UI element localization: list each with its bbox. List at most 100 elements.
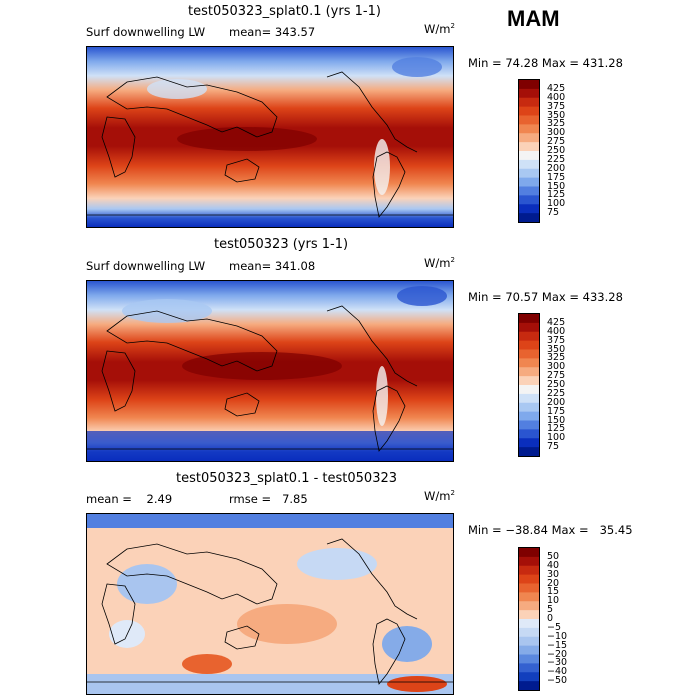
colorbar-swatch xyxy=(519,168,539,179)
panel2-colorbar xyxy=(518,313,540,457)
colorbar-swatch xyxy=(519,314,539,324)
colorbar-level-label: 0 xyxy=(547,613,554,624)
panel3-colorbar xyxy=(518,547,540,691)
colorbar-swatch xyxy=(519,672,539,682)
colorbar-level-label: 250 xyxy=(547,145,566,156)
colorbar-level-label: 50 xyxy=(547,550,560,562)
colorbar-swatch xyxy=(519,645,539,655)
colorbar-level-label: 375 xyxy=(547,334,566,346)
colorbar-level-label: 425 xyxy=(547,316,566,328)
colorbar-level-label: 350 xyxy=(547,109,566,121)
panel2-minmax: Min = 70.57 Max = 433.28 xyxy=(468,290,623,304)
panel1-unit: W/m2 xyxy=(424,22,455,36)
colorbar-level-label: −20 xyxy=(547,648,568,660)
colorbar-swatch xyxy=(519,367,539,377)
panel1-colorbar-swatches xyxy=(519,80,539,223)
panel3-mean: mean = 2.49 xyxy=(86,492,173,506)
colorbar-swatch xyxy=(519,592,539,602)
colorbar-swatch xyxy=(519,204,539,214)
colorbar-level-label: 75 xyxy=(547,207,560,219)
colorbar-swatch xyxy=(519,133,539,143)
colorbar-level-label: 325 xyxy=(547,118,566,130)
colorbar-swatch xyxy=(519,420,539,430)
panel2-map-field xyxy=(87,281,453,461)
colorbar-swatch xyxy=(519,627,539,638)
colorbar-level-label: 400 xyxy=(547,325,566,337)
colorbar-level-label: 15 xyxy=(547,586,560,598)
colorbar-level-label: 175 xyxy=(547,405,566,417)
colorbar-swatch xyxy=(519,340,539,350)
panel3-map xyxy=(86,513,454,695)
colorbar-level-label: 300 xyxy=(547,361,566,373)
panel1-minmax: Min = 74.28 Max = 431.28 xyxy=(468,56,623,70)
colorbar-swatch xyxy=(519,402,539,413)
colorbar-swatch xyxy=(519,385,539,395)
colorbar-level-label: 10 xyxy=(547,595,560,607)
colorbar-swatch xyxy=(519,548,539,558)
panel2-unit: W/m2 xyxy=(424,256,455,270)
colorbar-swatch xyxy=(519,619,539,629)
colorbar-level-label: 275 xyxy=(547,136,566,148)
panel3-colorbar-swatches xyxy=(519,548,539,691)
colorbar-level-label: 350 xyxy=(547,343,566,355)
colorbar-swatch xyxy=(519,565,539,576)
colorbar-swatch xyxy=(519,142,539,152)
colorbar-level-label: 425 xyxy=(547,82,566,94)
colorbar-swatch xyxy=(519,556,539,567)
colorbar-swatch xyxy=(519,663,539,673)
colorbar-level-label: −5 xyxy=(547,621,562,633)
panel3-map-field xyxy=(87,514,453,694)
colorbar-swatch xyxy=(519,195,539,205)
colorbar-level-label: 225 xyxy=(547,153,566,165)
colorbar-swatch xyxy=(519,447,539,457)
colorbar-level-label: 250 xyxy=(547,379,566,390)
colorbar-swatch xyxy=(519,376,539,386)
season-label: MAM xyxy=(507,6,560,31)
panel3-minmax: Min = −38.84 Max = 35.45 xyxy=(468,523,633,537)
colorbar-swatch xyxy=(519,186,539,196)
colorbar-level-label: −30 xyxy=(547,657,568,669)
colorbar-level-label: −10 xyxy=(547,630,568,642)
colorbar-swatch xyxy=(519,601,539,611)
colorbar-swatch xyxy=(519,88,539,99)
colorbar-level-label: 75 xyxy=(547,441,560,453)
colorbar-swatch xyxy=(519,438,539,448)
colorbar-swatch xyxy=(519,429,539,439)
panel3-title: test050323_splat0.1 - test050323 xyxy=(176,471,398,486)
colorbar-level-label: 300 xyxy=(547,127,566,139)
colorbar-swatch xyxy=(519,213,539,223)
colorbar-swatch xyxy=(519,177,539,187)
colorbar-swatch xyxy=(519,610,539,620)
colorbar-swatch xyxy=(519,115,539,125)
colorbar-level-label: 40 xyxy=(547,559,560,571)
colorbar-level-label: 200 xyxy=(547,396,566,408)
colorbar-level-label: 100 xyxy=(547,432,566,444)
colorbar-level-label: −40 xyxy=(547,666,568,678)
colorbar-swatch xyxy=(519,654,539,664)
colorbar-level-label: −50 xyxy=(547,675,568,687)
colorbar-level-label: 375 xyxy=(547,100,566,112)
panel2-mean: mean= 341.08 xyxy=(229,259,316,273)
colorbar-level-label: −15 xyxy=(547,639,568,651)
colorbar-swatch xyxy=(519,358,539,368)
colorbar-level-label: 225 xyxy=(547,387,566,399)
panel2-variable-label: Surf downwelling LW xyxy=(86,259,206,273)
colorbar-level-label: 5 xyxy=(547,604,554,616)
colorbar-level-label: 275 xyxy=(547,370,566,382)
colorbar-swatch xyxy=(519,97,539,108)
panel3-unit: W/m2 xyxy=(424,489,455,503)
colorbar-level-label: 30 xyxy=(547,568,560,580)
colorbar-swatch xyxy=(519,681,539,691)
panel1-mean: mean= 343.57 xyxy=(229,25,316,39)
colorbar-level-label: 175 xyxy=(547,171,566,183)
colorbar-level-label: 125 xyxy=(547,189,566,201)
colorbar-level-label: 20 xyxy=(547,577,560,589)
panel1-map-field xyxy=(87,47,453,227)
colorbar-level-label: 150 xyxy=(547,414,566,426)
panel1-colorbar xyxy=(518,79,540,223)
panel1-variable-label: Surf downwelling LW xyxy=(86,25,206,39)
colorbar-swatch xyxy=(519,574,539,584)
panel2-title: test050323 (yrs 1-1) xyxy=(214,237,349,252)
colorbar-level-label: 150 xyxy=(547,180,566,192)
panel3-rmse: rmse = 7.85 xyxy=(229,492,308,506)
